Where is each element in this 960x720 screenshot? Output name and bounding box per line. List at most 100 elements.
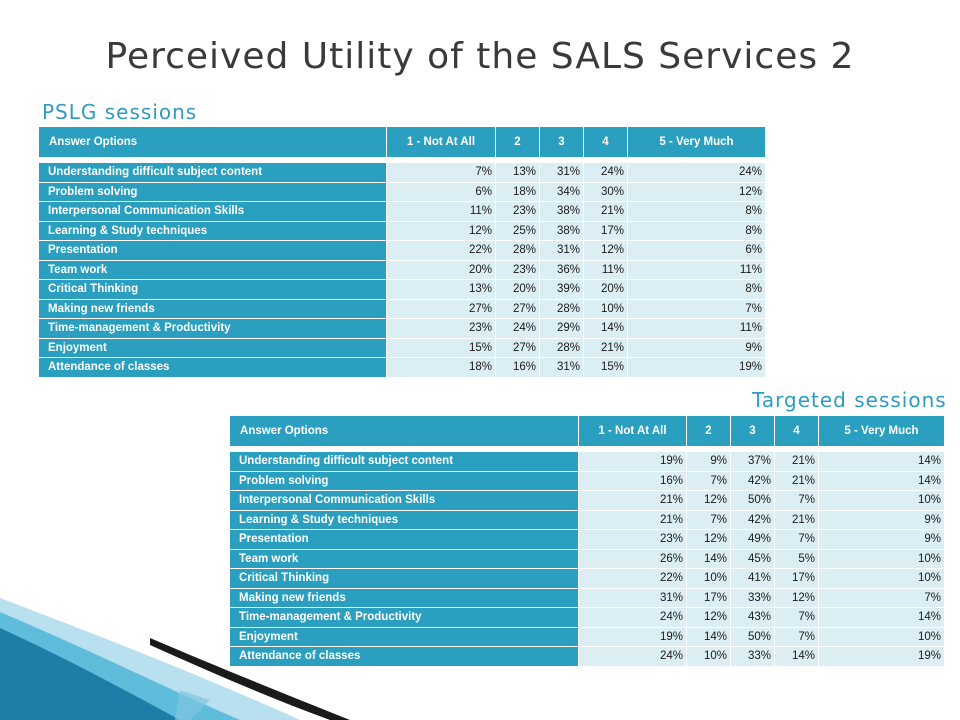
table-row: Critical Thinking 22% 10% 41% 17% 10% (229, 568, 945, 589)
row-label: Attendance of classes (229, 646, 579, 667)
table-row: Learning & Study techniques 21% 7% 42% 21% 9% (229, 509, 945, 530)
table-cell: 21% (578, 509, 687, 530)
table-cell: 28% (539, 298, 584, 319)
table-cell: 10% (818, 568, 945, 589)
row-label: Understanding difficult subject content (38, 162, 387, 183)
table-cell: 30% (583, 181, 628, 202)
table-cell: 7% (686, 509, 731, 530)
table-row: Team work 26% 14% 45% 5% 10% (229, 548, 945, 569)
table-cell: 9% (818, 509, 945, 530)
table-cell: 18% (495, 181, 540, 202)
table-cell: 14% (818, 451, 945, 472)
row-label: Making new friends (38, 298, 387, 319)
table-row: Enjoyment 15% 27% 28% 21% 9% (38, 337, 766, 358)
row-label: Learning & Study techniques (229, 509, 579, 530)
table-cell: 10% (686, 568, 731, 589)
column-header: 5 - Very Much (818, 415, 945, 447)
slide-title: Perceived Utility of the SALS Services 2 (105, 36, 855, 77)
table-cell: 50% (730, 490, 775, 511)
table-cell: 14% (774, 646, 819, 667)
table-row: Interpersonal Communication Skills 11% 23%… (38, 201, 766, 222)
table-cell: 17% (686, 587, 731, 608)
table-cell: 12% (686, 490, 731, 511)
table-row: Learning & Study techniques 12% 25% 38% 17% 8… (38, 220, 766, 241)
column-header: 3 (539, 126, 584, 158)
table-cell: 45% (730, 548, 775, 569)
table-cell: 22% (386, 240, 496, 261)
table-cell: 18% (386, 357, 496, 378)
row-label: Attendance of classes (38, 357, 387, 378)
table-cell: 22% (578, 568, 687, 589)
table-cell: 23% (578, 529, 687, 550)
row-label: Critical Thinking (229, 568, 579, 589)
row-label: Critical Thinking (38, 279, 387, 300)
table-row: Time-management & Productivity 24% 12% 43% 7… (229, 607, 945, 628)
row-label: Problem solving (229, 470, 579, 491)
table-cell: 24% (578, 646, 687, 667)
table-cell: 14% (583, 318, 628, 339)
row-label: Presentation (229, 529, 579, 550)
table-cell: 50% (730, 626, 775, 647)
table-cell: 27% (495, 337, 540, 358)
table-cell: 7% (686, 470, 731, 491)
table-cell: 12% (774, 587, 819, 608)
table-cell: 12% (386, 220, 496, 241)
table-cell: 6% (627, 240, 766, 261)
table-cell: 31% (539, 162, 584, 183)
table-cell: 6% (386, 181, 496, 202)
table-cell: 19% (578, 626, 687, 647)
table-row: Interpersonal Communication Skills 21% 12%… (229, 490, 945, 511)
table-cell: 28% (495, 240, 540, 261)
table-cell: 10% (686, 646, 731, 667)
table-cell: 20% (495, 279, 540, 300)
table-cell: 12% (583, 240, 628, 261)
row-label: Interpersonal Communication Skills (229, 490, 579, 511)
table-cell: 17% (583, 220, 628, 241)
table-cell: 24% (627, 162, 766, 183)
row-label: Interpersonal Communication Skills (38, 201, 387, 222)
table-row: Presentation 22% 28% 31% 12% 6% (38, 240, 766, 261)
table-row: Critical Thinking 13% 20% 39% 20% 8% (38, 279, 766, 300)
column-header: 4 (774, 415, 819, 447)
table-cell: 28% (539, 337, 584, 358)
table-cell: 31% (578, 587, 687, 608)
table-cell: 8% (627, 201, 766, 222)
table-cell: 17% (774, 568, 819, 589)
table-cell: 29% (539, 318, 584, 339)
table-cell: 8% (627, 279, 766, 300)
table-cell: 10% (583, 298, 628, 319)
table-cell: 13% (386, 279, 496, 300)
column-header: 4 (583, 126, 628, 158)
table-cell: 21% (583, 337, 628, 358)
table-cell: 24% (578, 607, 687, 628)
table-cell: 10% (818, 626, 945, 647)
table-cell: 16% (578, 470, 687, 491)
table-cell: 11% (386, 201, 496, 222)
table-cell: 9% (627, 337, 766, 358)
table-cell: 20% (583, 279, 628, 300)
table-cell: 33% (730, 646, 775, 667)
table-cell: 8% (627, 220, 766, 241)
row-label: Team work (229, 548, 579, 569)
table-cell: 31% (539, 357, 584, 378)
table-cell: 21% (583, 201, 628, 222)
column-header: 1 - Not At All (578, 415, 687, 447)
column-header: 5 - Very Much (627, 126, 766, 158)
row-label: Learning & Study techniques (38, 220, 387, 241)
table-cell: 21% (774, 451, 819, 472)
table-cell: 10% (818, 548, 945, 569)
table-row: Understanding difficult subject content 7… (38, 162, 766, 183)
table-cell: 7% (386, 162, 496, 183)
column-header: 3 (730, 415, 775, 447)
table-row: Time-management & Productivity 23% 24% 29% 1… (38, 318, 766, 339)
table-cell: 43% (730, 607, 775, 628)
table-cell: 9% (686, 451, 731, 472)
column-header: 2 (495, 126, 540, 158)
spacer-row (229, 446, 945, 452)
table-cell: 31% (539, 240, 584, 261)
table-cell: 7% (774, 626, 819, 647)
table-cell: 20% (386, 259, 496, 280)
table-cell: 19% (627, 357, 766, 378)
table-cell: 13% (495, 162, 540, 183)
